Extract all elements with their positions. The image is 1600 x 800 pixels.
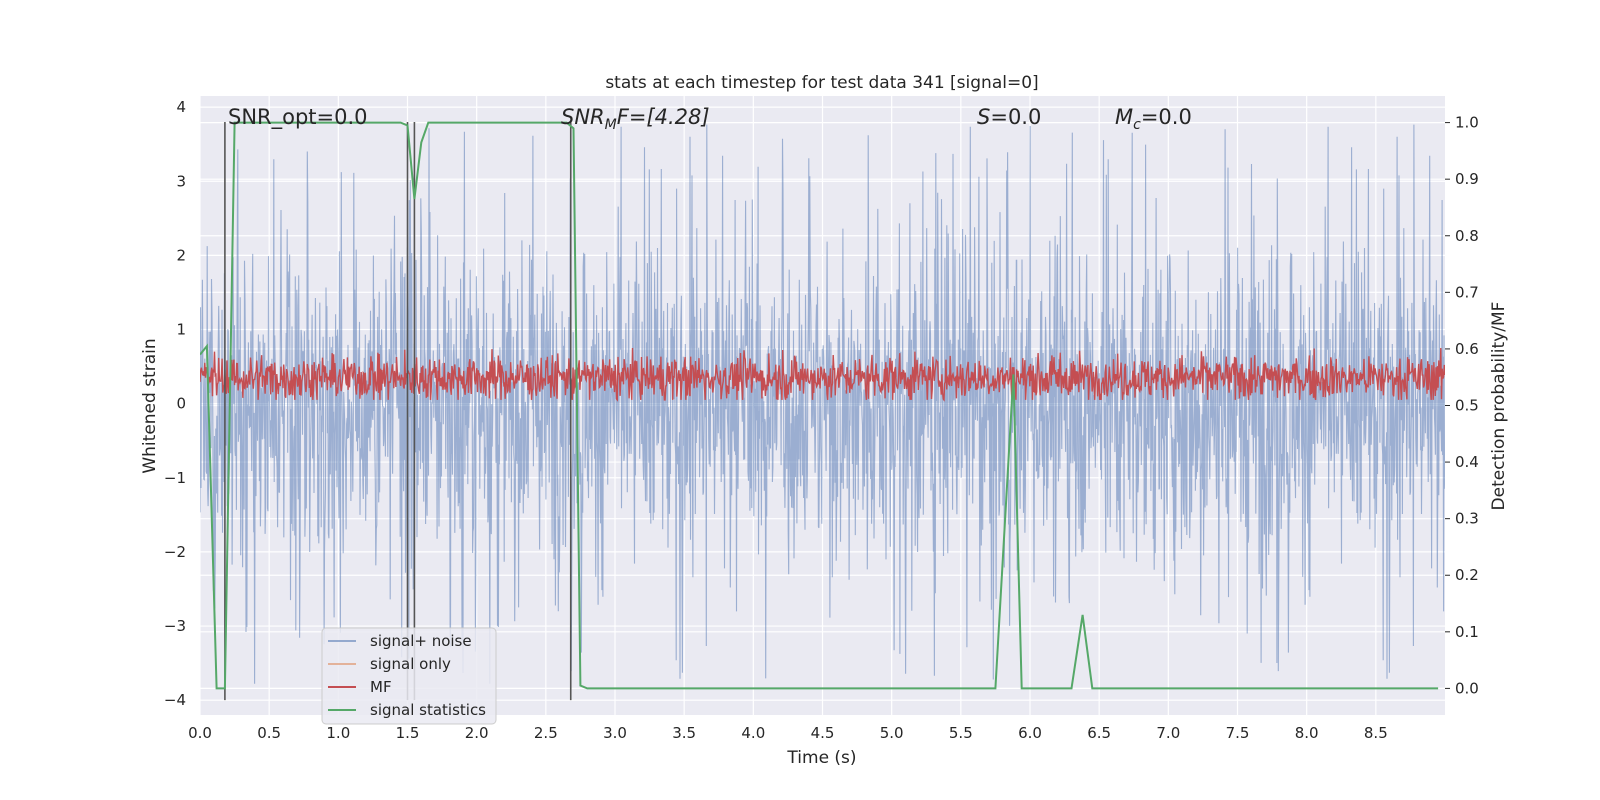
x-tick-label-17: 8.5 <box>1364 724 1388 742</box>
x-tick-label-4: 2.0 <box>465 724 489 742</box>
y2-tick-label-7: 0.3 <box>1455 510 1479 528</box>
legend-label-mf: MF <box>370 678 392 696</box>
annotation-snr-opt: SNR_opt=0.0 <box>228 105 368 130</box>
y-tick-label-7: −3 <box>164 617 186 635</box>
legend-label-signal-statistics: signal statistics <box>370 701 486 719</box>
annotation-s: S=0.0 <box>977 105 1041 129</box>
y2-tick-label-6: 0.4 <box>1455 453 1479 471</box>
x-tick-label-8: 4.0 <box>741 724 765 742</box>
x-tick-label-15: 7.5 <box>1226 724 1250 742</box>
x-tick-label-10: 5.0 <box>880 724 904 742</box>
x-tick-label-7: 3.5 <box>672 724 696 742</box>
vertical-markers <box>224 121 572 701</box>
annotation-snr-mf-main: SNR <box>561 105 605 129</box>
x-tick-label-2: 1.0 <box>326 724 350 742</box>
tick-labels: 0.0 0.5 1.0 1.5 2.0 2.5 3.0 3.5 4.0 4.5 5.0 5.5 6.0 6… <box>164 98 1479 742</box>
y-tick-label-2: 2 <box>176 246 186 264</box>
y-tick-label-4: 0 <box>176 395 186 413</box>
y-tick-label-1: 3 <box>176 172 186 190</box>
x-tick-label-1: 0.5 <box>257 724 281 742</box>
y-axis-label: Whitened strain <box>140 338 160 473</box>
y2-tick-label-10: 0.0 <box>1455 679 1479 697</box>
annotation-mc-main: M <box>1115 105 1133 129</box>
y2-axis-label: Detection probability/MF <box>1489 302 1509 511</box>
y2-tick-label-1: 0.9 <box>1455 170 1479 188</box>
legend-box <box>321 627 497 725</box>
y-tick-label-0: 4 <box>176 98 186 116</box>
y2-tick-label-8: 0.2 <box>1455 566 1479 584</box>
y2-tick-label-3: 0.7 <box>1455 283 1479 301</box>
legend-label-signal-only: signal only <box>370 655 451 673</box>
legend-label-signal-noise: signal+ noise <box>370 632 472 650</box>
x-tick-label-14: 7.0 <box>1156 724 1180 742</box>
annotation-snr-mf-rest: F=[4.28] <box>617 105 710 129</box>
x-tick-label-13: 6.5 <box>1087 724 1111 742</box>
x-tick-label-3: 1.5 <box>396 724 420 742</box>
chart-title: stats at each timestep for test data 341… <box>605 73 1038 93</box>
annotation-snr-mf-sub: M <box>605 117 617 133</box>
y-tick-label-3: 1 <box>176 321 186 339</box>
y2-tick-label-5: 0.5 <box>1455 397 1479 415</box>
y2-tick-label-2: 0.8 <box>1455 227 1479 245</box>
annotation-mc-sub: c <box>1133 117 1141 133</box>
annotation-mc: Mc=0.0 <box>1115 105 1192 133</box>
x-tick-label-5: 2.5 <box>534 724 558 742</box>
x-tick-label-0: 0.0 <box>188 724 212 742</box>
x-tick-label-9: 4.5 <box>811 724 835 742</box>
y-tick-label-6: −2 <box>164 543 186 561</box>
y-tick-label-5: −1 <box>164 469 186 487</box>
y2-tick-label-0: 1.0 <box>1455 114 1479 132</box>
y-tick-label-8: −4 <box>164 691 186 709</box>
annotation-mc-rest: =0.0 <box>1141 105 1192 129</box>
annotation-s-rest: =0.0 <box>990 105 1041 129</box>
legend: signal+ noise signal only MF signal stat… <box>321 627 497 725</box>
y2-tick-label-4: 0.6 <box>1455 340 1479 358</box>
series-signal-statistics <box>200 121 1439 690</box>
annotation-snr-mf: SNRMF=[4.28] <box>561 105 710 133</box>
x-axis-label: Time (s) <box>786 748 856 768</box>
signal-statistics-line <box>200 121 1439 690</box>
annotation-s-main: S <box>977 105 990 129</box>
x-tick-label-12: 6.0 <box>1018 724 1042 742</box>
x-tick-label-16: 8.0 <box>1295 724 1319 742</box>
x-tick-label-6: 3.0 <box>603 724 627 742</box>
x-tick-label-11: 5.5 <box>949 724 973 742</box>
y2-tick-label-9: 0.1 <box>1455 623 1479 641</box>
